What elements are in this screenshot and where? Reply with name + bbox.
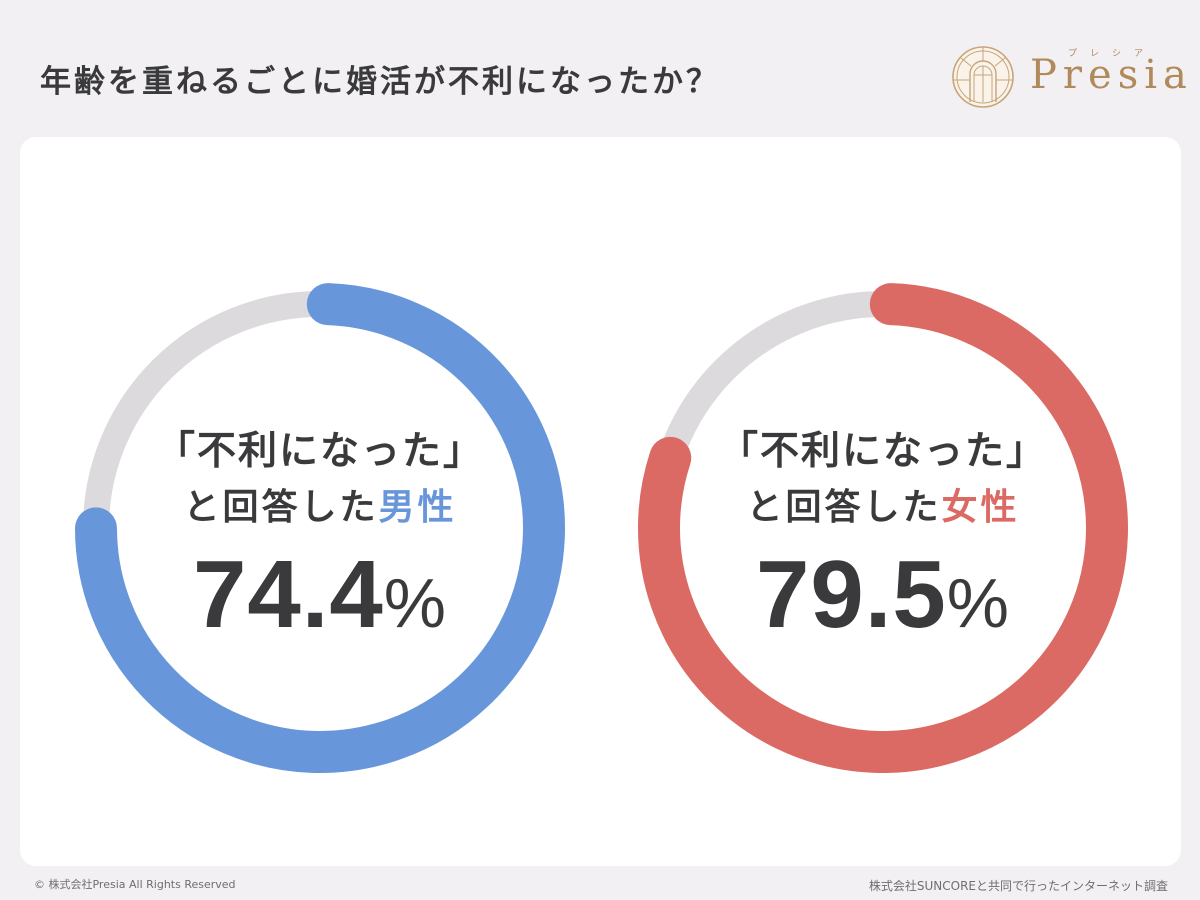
donut-female: 「不利になった」 と回答した女性 79.5%	[633, 278, 1133, 778]
donut-arc-male	[74, 283, 565, 773]
donut-male: 「不利になった」 と回答した男性 74.4%	[70, 278, 570, 778]
arched-window-logo-icon	[952, 46, 1014, 108]
donut-ring-female	[638, 283, 1128, 773]
label-prefix: と回答した	[746, 487, 942, 528]
copyright: © 株式会社Presia All Rights Reserved	[34, 878, 236, 891]
value-number: 79.5	[755, 541, 947, 648]
value-unit: %	[383, 564, 448, 642]
donut-label-line2: と回答した女性	[633, 478, 1133, 530]
page-title: 年齢を重ねるごとに婚活が不利になったか？	[40, 64, 720, 100]
label-highlight-female: 女性	[941, 487, 1020, 528]
donut-label-line1: 「不利になった」	[718, 429, 1047, 474]
donut-value-male: 74.4%	[70, 540, 570, 650]
donut-label-line1: 「不利になった」	[155, 429, 484, 474]
label-prefix: と回答した	[183, 487, 379, 528]
value-unit: %	[946, 564, 1011, 642]
donut-arc-female	[638, 283, 1128, 773]
label-highlight-male: 男性	[378, 487, 457, 528]
donut-ring-male	[74, 283, 565, 773]
value-number: 74.4	[192, 541, 384, 648]
survey-source: 株式会社SUNCOREと共同で行ったインターネット調査	[868, 879, 1168, 893]
presia-logo: プレシア Presia	[950, 42, 1190, 112]
donut-label-line2: と回答した男性	[70, 478, 570, 530]
logo-text: Presia	[1030, 52, 1193, 98]
donut-value-female: 79.5%	[633, 540, 1133, 650]
logo-kana: プレシア	[1068, 49, 1157, 59]
